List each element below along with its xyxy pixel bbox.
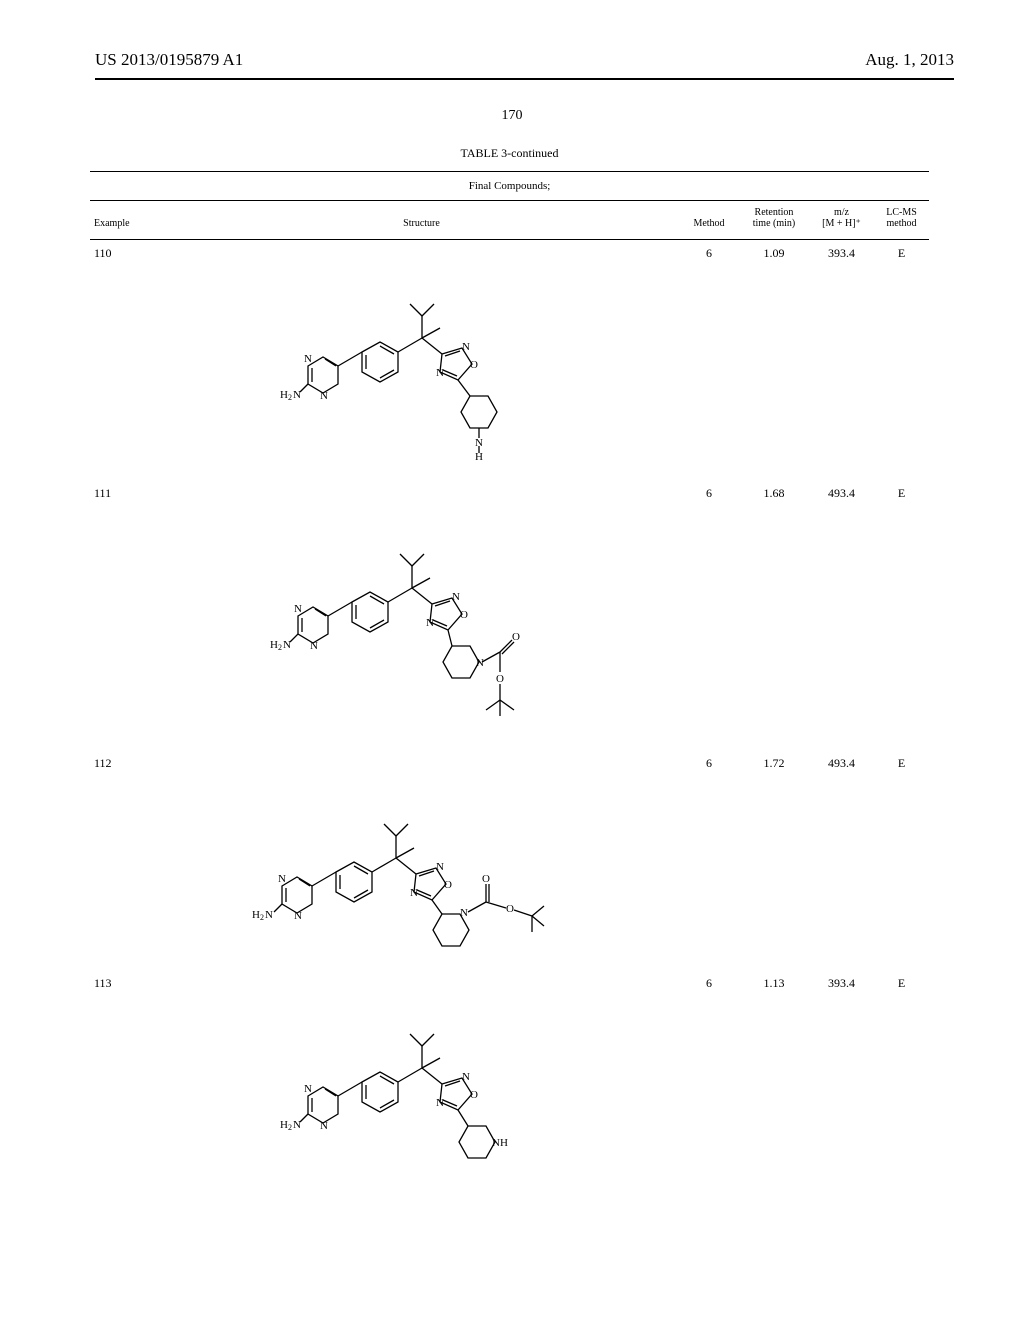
svg-text:N: N: [462, 341, 470, 353]
svg-text:O: O: [506, 903, 514, 915]
col-header-lcms: LC-MS method: [874, 207, 929, 229]
table-row: 110 N N H2N: [90, 240, 929, 480]
svg-text:N: N: [293, 389, 301, 401]
cell-retention: 1.09: [739, 240, 809, 261]
svg-text:O: O: [482, 873, 490, 885]
table-row: 113 N N H2N: [90, 970, 929, 1180]
col-header-example: Example: [90, 218, 164, 229]
svg-text:N: N: [283, 639, 291, 651]
svg-text:H: H: [270, 639, 278, 651]
cell-structure: N N H2N N O N: [164, 750, 679, 970]
svg-text:N: N: [304, 1083, 312, 1095]
svg-text:N: N: [436, 861, 444, 873]
structure-111: N N H2N N O N: [252, 486, 592, 736]
cell-lcms: E: [874, 970, 929, 991]
cell-structure: N N H2N: [164, 240, 679, 480]
svg-text:O: O: [496, 673, 504, 685]
svg-text:N: N: [320, 1120, 328, 1132]
cell-method: 6: [679, 750, 739, 771]
cell-example: 113: [90, 970, 164, 991]
svg-text:O: O: [512, 631, 520, 643]
table-row: 111 N N H2N: [90, 480, 929, 750]
svg-text:N: N: [426, 617, 434, 629]
cell-mz: 393.4: [809, 240, 874, 261]
svg-text:NH: NH: [492, 1137, 508, 1149]
cell-structure: N N H2N N O N: [164, 970, 679, 1180]
svg-text:O: O: [470, 1089, 478, 1101]
svg-text:N: N: [278, 873, 286, 885]
cell-lcms: E: [874, 240, 929, 261]
svg-text:N: N: [294, 603, 302, 615]
table-title: TABLE 3-continued: [90, 146, 929, 161]
structure-110: N N H2N: [262, 246, 582, 466]
svg-text:N: N: [410, 887, 418, 899]
cell-retention: 1.68: [739, 480, 809, 501]
cell-mz: 393.4: [809, 970, 874, 991]
cell-mz: 493.4: [809, 750, 874, 771]
svg-text:N: N: [294, 910, 302, 922]
col-header-method: Method: [679, 218, 739, 229]
cell-mz: 493.4: [809, 480, 874, 501]
svg-text:N: N: [436, 367, 444, 379]
svg-text:N: N: [304, 353, 312, 365]
publication-date: Aug. 1, 2013: [865, 50, 954, 70]
compound-table: TABLE 3-continued Final Compounds; Examp…: [90, 146, 929, 1180]
svg-text:N: N: [462, 1071, 470, 1083]
svg-text:2: 2: [288, 1123, 292, 1132]
cell-example: 111: [90, 480, 164, 501]
svg-text:2: 2: [288, 393, 292, 402]
col-header-retention: Retention time (min): [739, 207, 809, 229]
cell-retention: 1.13: [739, 970, 809, 991]
page-header: US 2013/0195879 A1 Aug. 1, 2013: [0, 0, 1024, 78]
structure-113: N N H2N N O N: [262, 976, 582, 1166]
svg-text:N: N: [310, 640, 318, 652]
cell-lcms: E: [874, 750, 929, 771]
cell-lcms: E: [874, 480, 929, 501]
svg-text:N: N: [460, 907, 468, 919]
svg-text:O: O: [470, 359, 478, 371]
svg-text:N: N: [320, 390, 328, 402]
svg-text:H: H: [280, 389, 288, 401]
svg-text:N: N: [265, 909, 273, 921]
svg-text:H: H: [252, 909, 260, 921]
publication-number: US 2013/0195879 A1: [95, 50, 243, 70]
cell-method: 6: [679, 970, 739, 991]
cell-retention: 1.72: [739, 750, 809, 771]
page-number: 170: [0, 108, 1024, 124]
svg-text:O: O: [444, 879, 452, 891]
table-header-row: Example Structure Method Retention time …: [90, 201, 929, 239]
cell-example: 112: [90, 750, 164, 771]
header-rule: [95, 78, 954, 80]
cell-method: 6: [679, 240, 739, 261]
structure-112: N N H2N N O N: [242, 756, 602, 956]
cell-example: 110: [90, 240, 164, 261]
table-caption: Final Compounds;: [90, 172, 929, 200]
svg-text:N: N: [436, 1097, 444, 1109]
svg-text:H: H: [280, 1119, 288, 1131]
cell-method: 6: [679, 480, 739, 501]
svg-text:O: O: [460, 609, 468, 621]
col-header-structure: Structure: [164, 218, 679, 229]
svg-text:2: 2: [260, 913, 264, 922]
svg-text:2: 2: [278, 643, 282, 652]
svg-text:N: N: [476, 657, 484, 669]
svg-text:N: N: [452, 591, 460, 603]
svg-text:N: N: [293, 1119, 301, 1131]
col-header-mz: m/z [M + H]⁺: [809, 207, 874, 229]
table-row: 112 N N H2N: [90, 750, 929, 970]
cell-structure: N N H2N N O N: [164, 480, 679, 750]
